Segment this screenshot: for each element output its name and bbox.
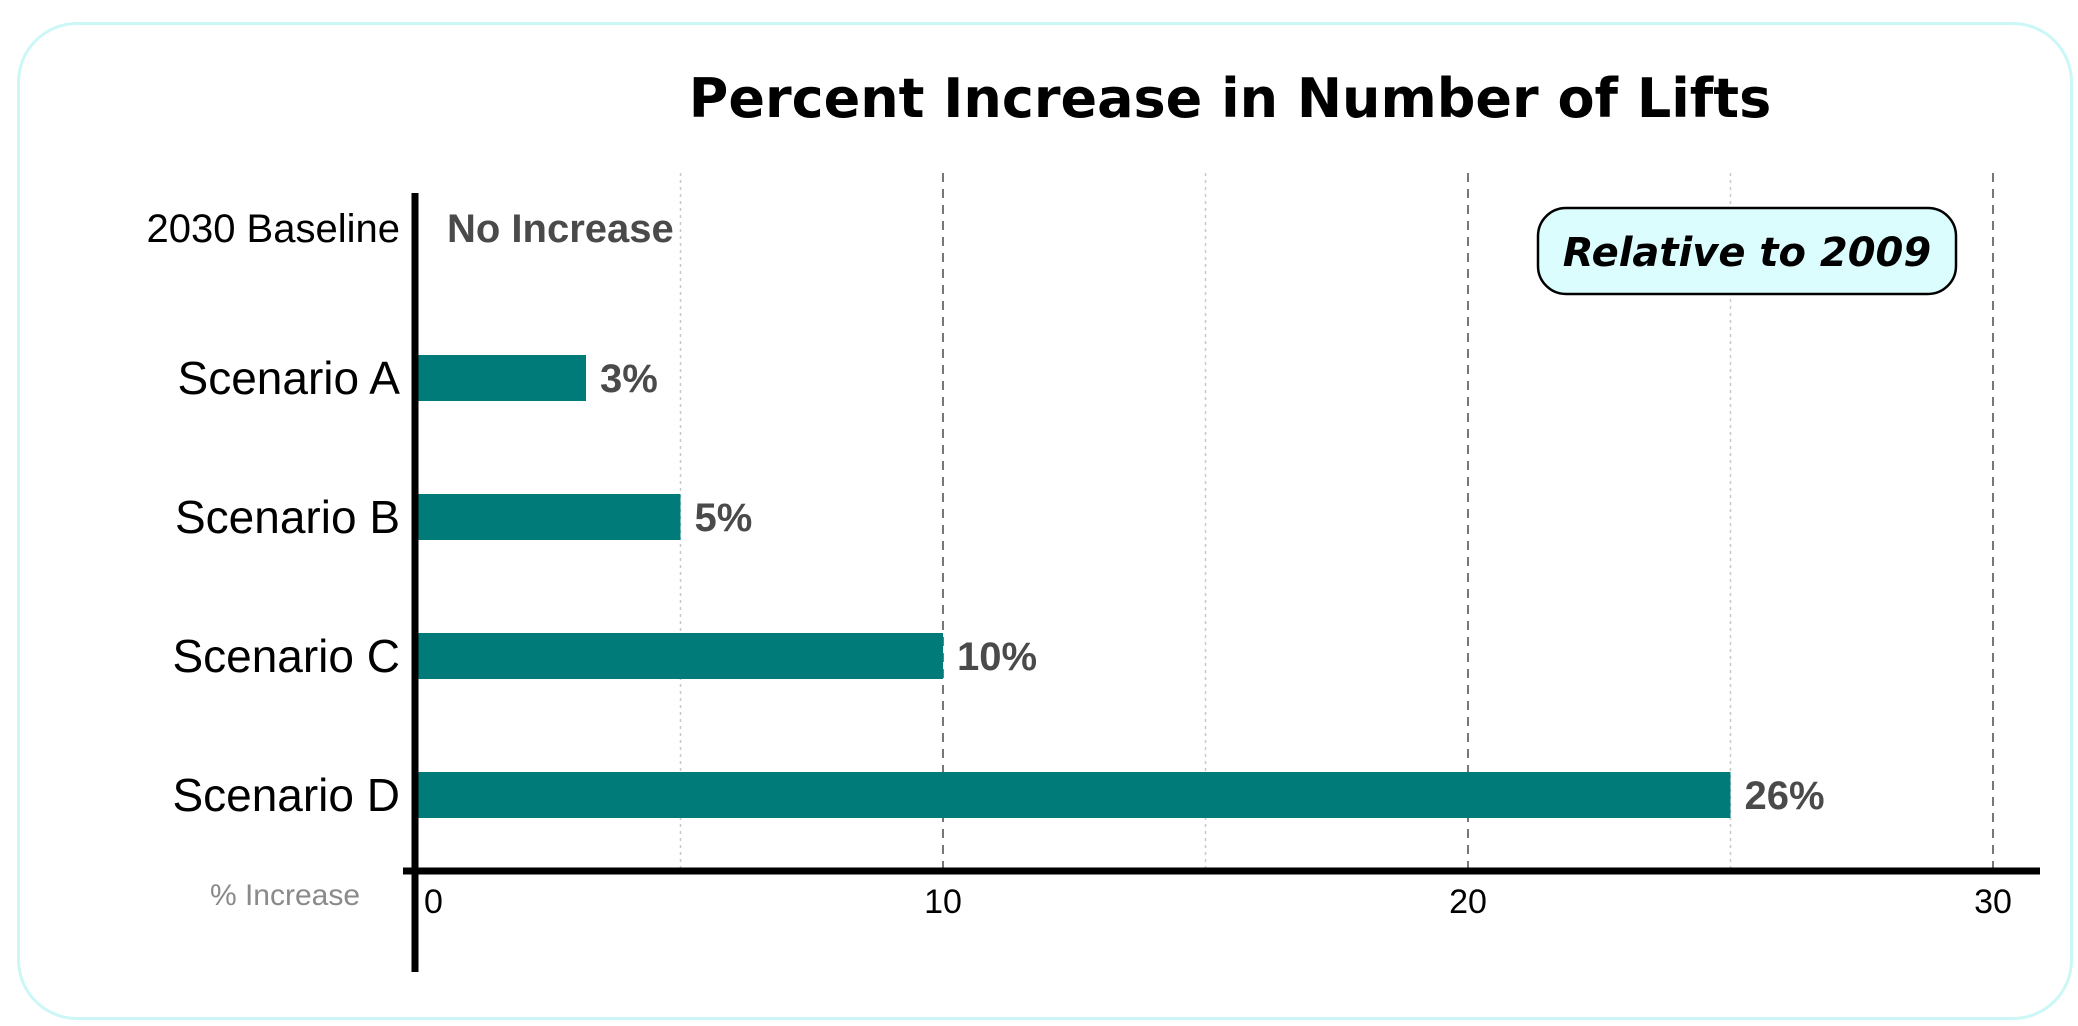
value-label: 5%: [695, 496, 753, 540]
value-label: No Increase: [447, 207, 674, 251]
x-ticks: 0 10 20 30: [424, 883, 2012, 921]
x-tick-label: 20: [1449, 883, 1487, 921]
x-tick-label: 0: [424, 883, 443, 921]
bar-scenario-d: [418, 772, 1731, 818]
category-label: Scenario B: [175, 491, 400, 543]
value-labels: No Increase 3% 5% 10% 26%: [447, 207, 1825, 818]
bars: [418, 355, 1731, 818]
category-label: Scenario A: [178, 352, 401, 404]
chart-title: Percent Increase in Number of Lifts: [689, 67, 1771, 130]
annotation-box: Relative to 2009: [1536, 206, 1958, 296]
x-tick-label: 10: [924, 883, 962, 921]
category-label: Scenario C: [172, 630, 400, 682]
category-label: 2030 Baseline: [146, 207, 400, 251]
bar-scenario-c: [418, 633, 943, 679]
value-label: 26%: [1745, 774, 1825, 818]
value-label: 3%: [600, 357, 658, 401]
bar-scenario-a: [418, 355, 586, 401]
bar-scenario-b: [418, 494, 681, 540]
category-label: Scenario D: [172, 769, 400, 821]
annotation-bg: [1536, 206, 1958, 296]
annotation-text: Relative to 2009: [1563, 230, 1931, 276]
category-labels: 2030 Baseline Scenario A Scenario B Scenari…: [146, 207, 400, 821]
value-label: 10%: [957, 635, 1037, 679]
x-tick-label: 30: [1974, 883, 2012, 921]
x-axis-label: % Increase: [210, 879, 360, 912]
grid-lines: [679, 173, 1994, 868]
